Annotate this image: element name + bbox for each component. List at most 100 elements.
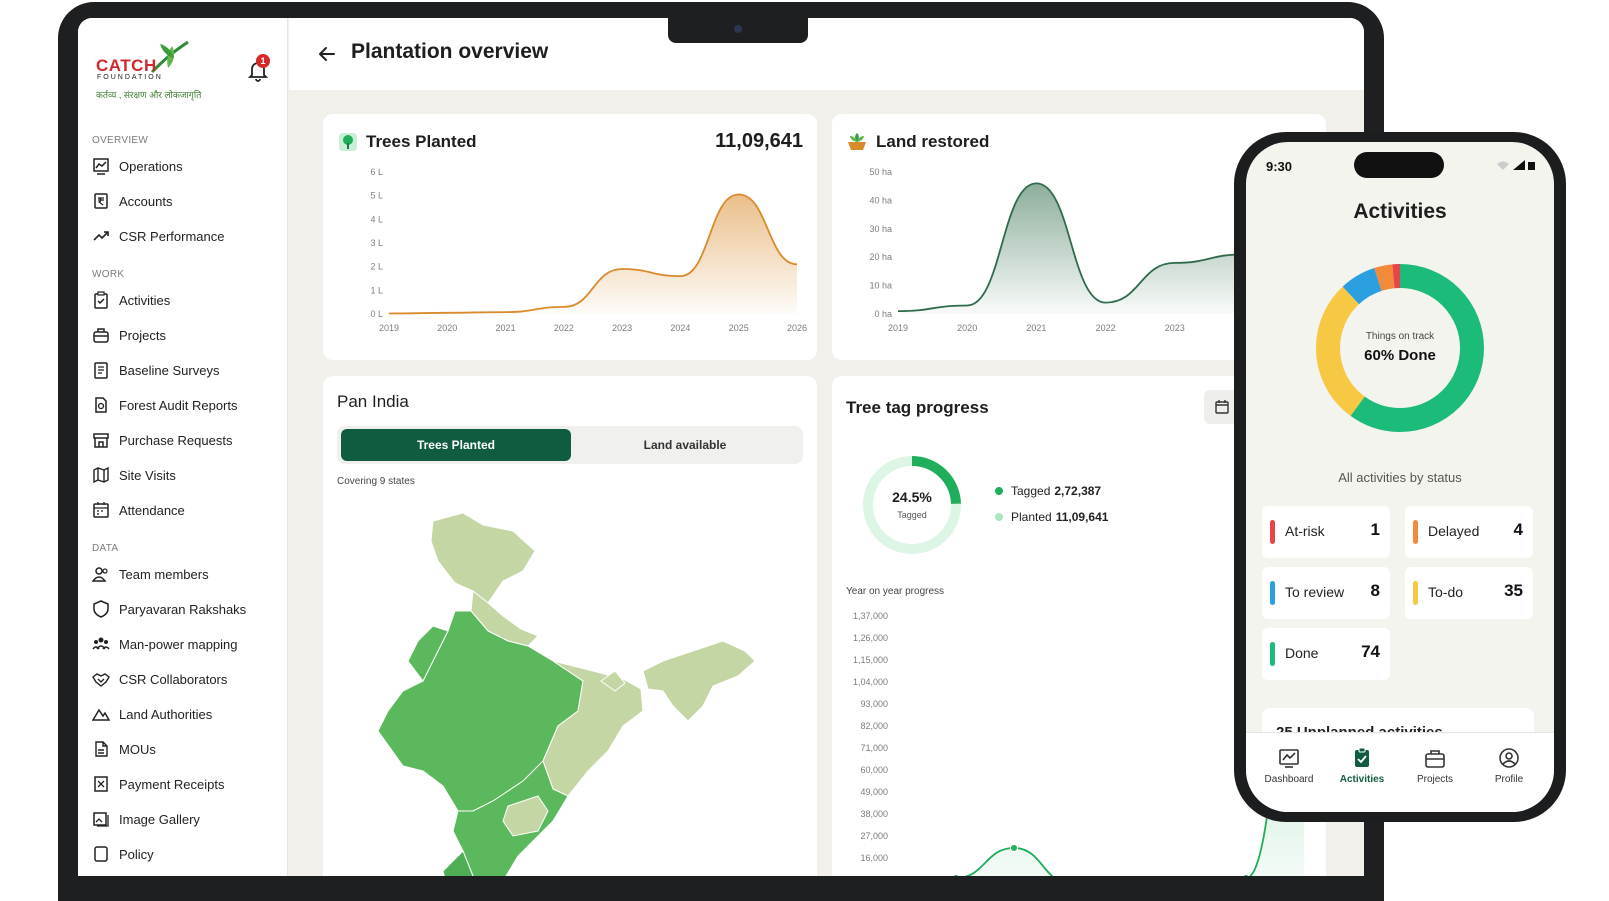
section-label-work: WORK (92, 269, 125, 280)
sidebar-item-projects[interactable]: Projects (92, 322, 282, 348)
y-tick-label: 0 L (370, 309, 383, 319)
map-region-north (430, 512, 536, 604)
projects-icon (1425, 750, 1445, 768)
stat-label: Delayed (1428, 523, 1480, 539)
sidebar-item-team-members[interactable]: Team members (92, 561, 282, 587)
land-restored-chart: 50 ha 40 ha 30 ha 20 ha 10 ha 0 ha 2019 2020 202… (869, 167, 1254, 333)
toggle-land-available[interactable]: Land available (643, 438, 727, 452)
map-region-telangana (502, 795, 549, 837)
laptop-notch (668, 18, 808, 43)
legend-tagged: Tagged 2,72,387 (995, 484, 1101, 498)
legend-tagged-value: 2,72,387 (1054, 484, 1102, 498)
stat-card-done[interactable]: Done 74 (1262, 628, 1390, 680)
yoy-point[interactable] (1010, 844, 1018, 852)
y-tick-label: 40 ha (869, 195, 892, 205)
sidebar-item-label: CSR Performance (119, 228, 225, 244)
sidebar-item-man-power-mapping[interactable]: Man-power mapping (92, 631, 282, 657)
donut-segment-at-risk[interactable] (1316, 264, 1484, 432)
catch-foundation-logo[interactable]: CATCH FOUNDATION कर्तव्य , संरक्षण और लो… (96, 40, 226, 110)
sidebar-item-mous[interactable]: MOUs (92, 736, 282, 762)
stat-count: 4 (1513, 520, 1523, 539)
dynamic-island (1354, 152, 1444, 178)
status-icons (1496, 160, 1536, 170)
legend-planted-label: Planted (1011, 510, 1052, 524)
brand-tagline: कर्तव्य , संरक्षण और लोकजागृति (96, 90, 202, 100)
y-tick-label: 49,000 (860, 787, 888, 797)
back-arrow-icon[interactable] (317, 44, 337, 64)
sidebar-item-land-authorities[interactable]: Land Authorities (92, 701, 282, 727)
tab-projects[interactable]: Projects (1400, 747, 1470, 785)
sidebar-item-accounts[interactable]: Accounts (92, 188, 282, 214)
x-tick-label: 2024 (670, 323, 690, 333)
tab-projects-label: Projects (1416, 774, 1454, 785)
area-fill (898, 183, 1244, 314)
sidebar-item-attendance[interactable]: Attendance (92, 497, 282, 523)
sidebar-item-label: Man-power mapping (119, 636, 238, 652)
y-tick-label: 1,37,000 (853, 611, 888, 621)
sidebar-item-csr-performance[interactable]: CSR Performance (92, 223, 282, 249)
stat-card-at-risk[interactable]: At-risk 1 (1262, 506, 1390, 558)
sidebar-item-label: Activities (119, 292, 171, 308)
sidebar-item-forest-audit-reports[interactable]: Forest Audit Reports (92, 392, 282, 418)
area-fill (389, 194, 797, 314)
sidebar-item-label: Team members (119, 566, 209, 582)
yoy-label: Year on year progress (846, 586, 945, 597)
camera-icon (734, 25, 742, 33)
tree-tag-title: Tree tag progress (846, 398, 989, 417)
x-tick-label: 2022 (1096, 323, 1116, 333)
trees-planted-chart: 6 L 5 L 4 L 3 L 2 L 1 L 0 L 2019 2020 2021 2022 202… (370, 167, 807, 333)
sidebar-item-activities[interactable]: Activities (92, 287, 282, 313)
x-tick-label: 2020 (437, 323, 457, 333)
sidebar-item-label: Land Authorities (119, 706, 213, 722)
activities-icon (1355, 747, 1369, 767)
sidebar-item-paryavaran-rakshaks[interactable]: Paryavaran Rakshaks (92, 596, 282, 622)
stat-color-bar (1270, 642, 1275, 666)
yoy-line (964, 629, 1305, 876)
stat-card-delayed[interactable]: Delayed 4 (1405, 506, 1533, 558)
sidebar-item-label: Image Gallery (119, 811, 200, 827)
stat-label: Done (1285, 645, 1319, 661)
india-map[interactable] (363, 511, 763, 876)
briefcase-icon (93, 328, 109, 343)
stat-count: 35 (1504, 581, 1523, 600)
phone-screen: 9:30 Activities Things on track 60% Done… (1246, 142, 1554, 812)
y-tick-label: 93,000 (860, 699, 888, 709)
status-time: 9:30 (1266, 159, 1293, 174)
sidebar-item-site-visits[interactable]: Site Visits (92, 462, 282, 488)
series-line (388, 193, 798, 315)
y-tick-label: 27,000 (860, 831, 888, 841)
y-tick-label: 4 L (370, 214, 383, 224)
y-tick-label: 5 L (370, 191, 383, 201)
tab-activities[interactable]: Activities (1327, 747, 1397, 785)
sidebar-item-policy[interactable]: Policy (92, 841, 282, 867)
y-tick-label: 10 ha (869, 281, 892, 291)
stat-label: At-risk (1285, 523, 1325, 539)
activities-donut (1316, 264, 1484, 432)
sidebar-item-label: Attendance (119, 502, 185, 518)
ring-fill (863, 456, 961, 554)
sidebar-item-baseline-surveys[interactable]: Baseline Surveys (92, 357, 282, 383)
team-icon (92, 567, 108, 582)
land-restored-title: Land restored (876, 132, 990, 151)
status-caption: All activities by status (1338, 470, 1462, 485)
brand-name: CATCH (96, 56, 157, 75)
toggle-trees-planted[interactable]: Trees Planted (341, 429, 571, 461)
sidebar-item-operations[interactable]: Operations (92, 153, 282, 179)
donut-value: 60% Done (1364, 347, 1436, 364)
tab-profile[interactable]: Profile (1474, 747, 1544, 785)
stat-card-to-review[interactable]: To review 8 (1262, 567, 1390, 619)
tab-dashboard-label: Dashboard (1264, 774, 1314, 785)
sidebar-item-purchase-requests[interactable]: Purchase Requests (92, 427, 282, 453)
sidebar-item-image-gallery[interactable]: Image Gallery (92, 806, 282, 832)
x-tick-label: 2023 (612, 323, 632, 333)
yoy-point[interactable] (1242, 874, 1250, 877)
stat-card-to-do[interactable]: To-do 35 (1405, 567, 1533, 619)
tab-dashboard[interactable]: Dashboard (1254, 747, 1324, 785)
sidebar-item-payment-receipts[interactable]: Payment Receipts (92, 771, 282, 797)
y-tick-label: 82,000 (860, 721, 888, 731)
yoy-point[interactable] (952, 874, 960, 877)
y-tick-label: 6 L (370, 167, 383, 177)
donut-segment-to-do[interactable] (1316, 264, 1484, 432)
sidebar-item-csr-collaborators[interactable]: CSR Collaborators (92, 666, 282, 692)
brand-sub: FOUNDATION (97, 74, 163, 81)
